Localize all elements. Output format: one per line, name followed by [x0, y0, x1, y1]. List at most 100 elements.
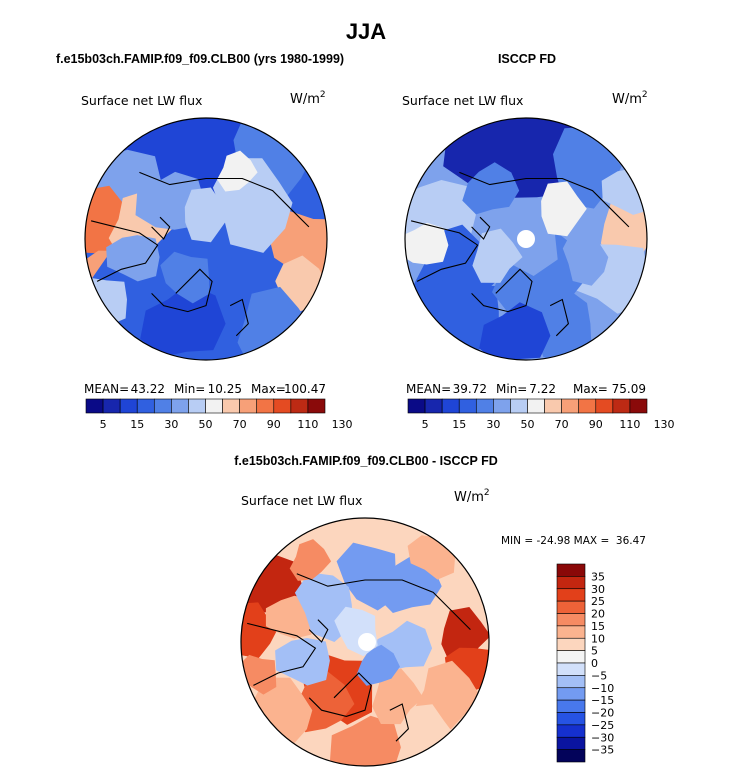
panel-diff-variable: Surface net LW flux	[241, 493, 362, 508]
panel-model-colorbar-box	[171, 398, 189, 414]
panel-model-colorbar-box	[85, 398, 104, 414]
panel-diff-colorbar-tick-label: 10	[591, 632, 605, 645]
panel-diff-colorbar-box	[556, 675, 586, 689]
panel-diff-contour-region	[444, 647, 489, 691]
panel-model-contour-region	[237, 286, 313, 360]
panel-obs-colorbar-box	[578, 398, 597, 414]
panel-diff-coast-greenland	[308, 672, 372, 717]
panel-model-colorbar-box	[239, 398, 258, 414]
panel-obs-contour-region	[479, 302, 551, 360]
panel-obs-colorbar: 5 15 30 50 70 90 110 130	[407, 398, 675, 431]
panel-model-contour-region	[140, 283, 226, 357]
panel-obs-coast-northamerica	[410, 220, 479, 282]
panel-diff-title: f.e15b03ch.FAMIP.f09_f09.CLB00 - ISCCP F…	[234, 454, 498, 468]
panel-model-colorbar-tick-label: 50	[199, 418, 213, 431]
panel-diff-colorbar-box	[556, 613, 586, 627]
panel-model-mean-label: MEAN=	[84, 382, 129, 396]
panel-model-colorbar-box	[256, 398, 275, 414]
panel-diff-colorbar-tick-label: −30	[591, 731, 614, 744]
panel-obs-border	[404, 117, 648, 361]
panel-diff-colorbar-tick-label: 15	[591, 620, 605, 633]
panel-obs-coast-islands	[471, 216, 491, 240]
panel-model-colorbar-box	[205, 398, 223, 414]
panel-obs-units: W/m2	[612, 90, 648, 107]
panel-obs-pole-gap	[517, 230, 535, 248]
panel-diff-colorbar-tick-label: −25	[591, 719, 614, 732]
panel-diff-colorbar-tick-label: −10	[591, 682, 614, 695]
panel-diff-contour-region	[372, 668, 424, 725]
panel-obs-colorbar-box	[424, 398, 443, 414]
panel-obs-contour-region	[562, 231, 609, 286]
panel-diff-coast-siberia	[296, 573, 471, 630]
panel-obs-coast-scandinavia	[549, 298, 570, 337]
panel-model-colorbar-box	[102, 398, 121, 414]
panel-model-contour-region	[160, 251, 210, 304]
panel-obs-colorbar-box	[407, 398, 426, 414]
panel-model-coast-northamerica	[90, 220, 159, 282]
panel-model-units: W/m2	[290, 90, 326, 107]
panel-model-min-value: 10.25	[208, 382, 242, 396]
panel-model-colorbar-tick-label: 15	[130, 418, 144, 431]
panel-diff-colorbar-tick-label: 20	[591, 608, 605, 621]
panel-obs-contour-region	[405, 222, 449, 265]
panel-diff-colorbar-box	[556, 625, 586, 639]
panel-obs-colorbar-box	[441, 398, 460, 414]
panel-model: f.e15b03ch.FAMIP.f09_f09.CLB00 (yrs 1980…	[56, 52, 353, 431]
panel-model-colorbar-box	[307, 398, 326, 414]
panel-diff-colorbar-tick-label: 0	[591, 657, 598, 670]
panel-diff-colorbar-tick-label: 5	[591, 645, 598, 658]
panel-obs-colorbar-box	[595, 398, 614, 414]
panel-model-title: f.e15b03ch.FAMIP.f09_f09.CLB00 (yrs 1980…	[56, 52, 344, 66]
panel-model-stats: MEAN= 43.22 Min= 10.25 Max= 100.47	[84, 382, 326, 396]
panel-obs-max-label: Max=	[573, 382, 608, 396]
panel-model-colorbar-tick-label: 90	[267, 418, 281, 431]
panel-model-contour-region	[217, 150, 258, 192]
panel-model-colorbar-box	[273, 398, 292, 414]
panel-model-field	[85, 118, 327, 360]
panel-obs-contour-region	[541, 181, 587, 237]
panel-obs-colorbar-tick-label: 50	[521, 418, 535, 431]
panel-obs-mean-label: MEAN=	[406, 382, 451, 396]
panel-diff-colorbar-box	[556, 749, 586, 763]
panel-obs-colorbar-box	[612, 398, 631, 414]
panel-obs-min-label: Min=	[496, 382, 527, 396]
panel-obs-colorbar-tick-label: 90	[589, 418, 603, 431]
panel-model-colorbar: 5 15 30 50 70 90 110 130	[85, 398, 353, 431]
panel-diff-colorbar-box	[556, 563, 586, 577]
panel-obs-mean-value: 39.72	[453, 382, 487, 396]
panel-diff-colorbar-tick-label: 25	[591, 595, 605, 608]
panel-diff-colorbar-tick-label: −20	[591, 707, 614, 720]
panel-obs-title: ISCCP FD	[498, 52, 556, 66]
panel-model-contour-region	[85, 277, 127, 326]
panel-diff-colorbar-tick-label: −5	[591, 669, 607, 682]
panel-obs: ISCCP FD Surface net LW flux W/m2 MEAN= …	[402, 52, 675, 431]
panel-diff-border	[240, 517, 490, 767]
panel-obs-contour-region	[462, 162, 520, 215]
panel-diff-colorbar-box	[556, 576, 586, 590]
panel-model-colorbar-box	[188, 398, 206, 414]
panel-model-mean-value: 43.22	[131, 382, 165, 396]
panel-model-coastlines	[90, 171, 310, 337]
panel-diff-contour-region	[275, 638, 330, 686]
panel-obs-coast-siberia	[459, 171, 630, 228]
panel-model-max-label: Max=	[251, 382, 286, 396]
panel-diff-colorbar-box	[556, 736, 586, 750]
panel-diff-colorbar-tick-label: 30	[591, 583, 605, 596]
panel-diff-colorbar-tick-label: −35	[591, 744, 614, 757]
panel-obs-colorbar-box	[561, 398, 580, 414]
panel-obs-colorbar-box	[475, 398, 494, 414]
panel-diff: f.e15b03ch.FAMIP.f09_f09.CLB00 - ISCCP F…	[234, 454, 646, 767]
panel-obs-variable: Surface net LW flux	[402, 93, 523, 108]
panel-obs-coast-greenland	[471, 268, 533, 313]
panel-obs-colorbar-tick-label: 130	[654, 418, 675, 431]
panel-model-coast-scandinavia	[229, 298, 249, 337]
panel-model-colorbar-box	[153, 398, 172, 414]
panel-diff-map	[241, 518, 489, 766]
panel-model-coast-greenland	[151, 268, 213, 313]
panel-obs-coastlines	[410, 171, 630, 337]
panel-diff-contour-region	[356, 644, 400, 686]
panel-diff-colorbar-box	[556, 662, 586, 676]
panel-diff-colorbar-box	[556, 600, 586, 614]
